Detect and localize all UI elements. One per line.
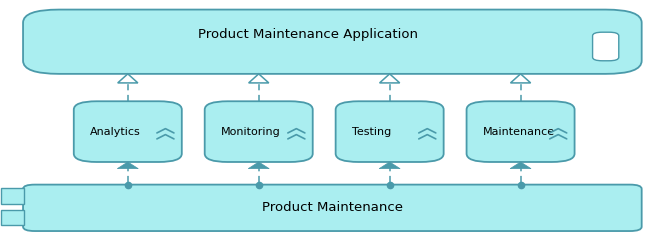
Polygon shape [118, 74, 138, 83]
Polygon shape [510, 162, 531, 169]
Polygon shape [379, 162, 400, 169]
FancyBboxPatch shape [335, 101, 444, 162]
FancyBboxPatch shape [73, 101, 182, 162]
FancyBboxPatch shape [1, 188, 24, 204]
Polygon shape [379, 74, 399, 83]
FancyBboxPatch shape [23, 185, 642, 231]
Polygon shape [248, 74, 269, 83]
FancyBboxPatch shape [466, 101, 574, 162]
FancyBboxPatch shape [204, 101, 313, 162]
Text: Monitoring: Monitoring [221, 127, 281, 137]
Polygon shape [248, 162, 269, 169]
Text: Analytics: Analytics [90, 127, 141, 137]
FancyBboxPatch shape [1, 210, 24, 225]
Polygon shape [118, 162, 138, 169]
Text: Maintenance: Maintenance [483, 127, 555, 137]
FancyBboxPatch shape [23, 9, 642, 74]
Text: Testing: Testing [352, 127, 391, 137]
FancyBboxPatch shape [593, 32, 619, 61]
Polygon shape [510, 74, 530, 83]
Text: Product Maintenance Application: Product Maintenance Application [198, 27, 418, 41]
Text: Product Maintenance: Product Maintenance [262, 201, 403, 214]
